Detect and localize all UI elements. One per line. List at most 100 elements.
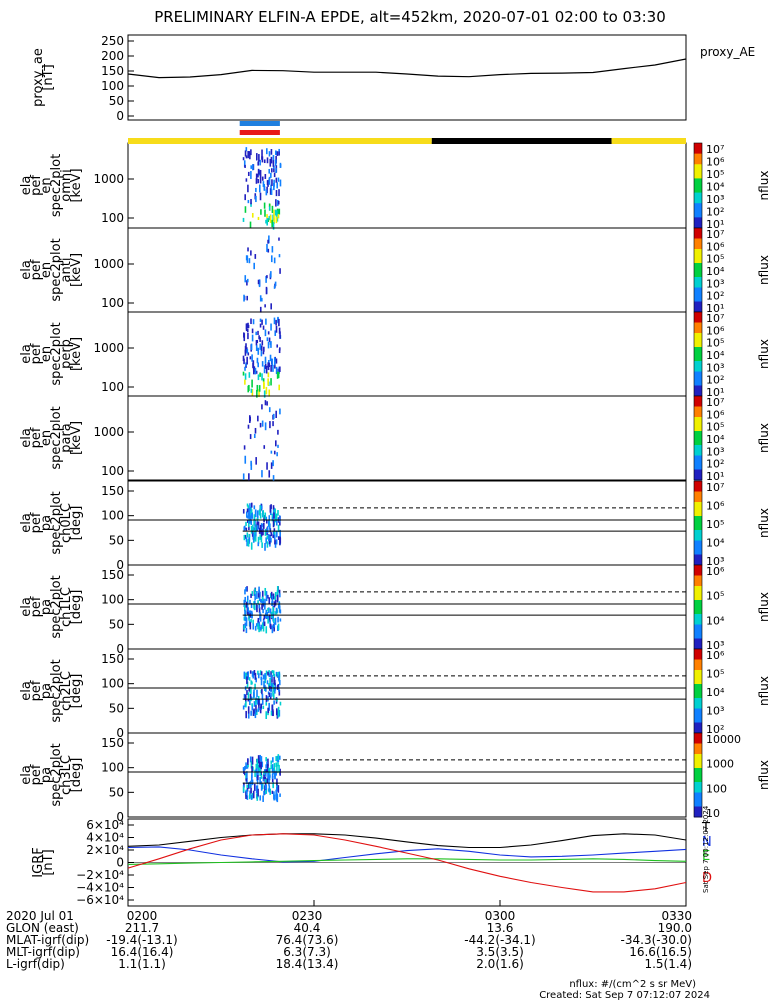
- y-axis-label: ch0LC: [59, 503, 74, 543]
- spectrogram-pixel: [275, 366, 278, 375]
- orbit-row-value: 16.6(16.5): [629, 945, 692, 959]
- spectrogram-pixel: [266, 218, 268, 226]
- igrf-legend-N: N: [702, 835, 712, 850]
- spectrogram-pixel: [244, 150, 247, 157]
- spectrogram-pixel: [275, 410, 277, 419]
- orbit-row-label: L-igrf(dip): [6, 957, 65, 971]
- colorbar-segment: [694, 462, 702, 467]
- spectrogram-pixel: [242, 217, 245, 222]
- spectrogram-pixel: [254, 524, 257, 532]
- spectrogram-pixel: [256, 389, 258, 398]
- spectrogram-pixel: [258, 335, 260, 340]
- spectrogram-pixel: [260, 761, 262, 770]
- spectrogram-pixel: [275, 213, 278, 222]
- spectrogram-pixel: [265, 609, 268, 614]
- spectrogram-pixel: [263, 621, 266, 627]
- colorbar-tick-label: 10⁷: [706, 396, 724, 409]
- spectrogram-pixel: [272, 475, 275, 482]
- colorbar-segment: [694, 399, 702, 404]
- colorbar-segment: [694, 537, 702, 541]
- y-tick-label: 0: [116, 726, 124, 740]
- spectrogram-pixel: [275, 190, 278, 197]
- spectrogram-pixel: [247, 692, 250, 700]
- state-bar-segment: [431, 138, 612, 144]
- spectrogram-pixel: [242, 473, 245, 480]
- colorbar-segment: [694, 396, 702, 400]
- spectrogram: [242, 316, 282, 398]
- spectrogram-pixel: [250, 460, 252, 466]
- y-tick-label: 100: [101, 296, 124, 310]
- spectrogram-pixel: [267, 341, 270, 349]
- spectrogram-pixel: [249, 687, 251, 693]
- spectrogram-pixel: [278, 208, 281, 215]
- colorbar-segment: [694, 642, 702, 646]
- spectrogram-pixel: [270, 341, 272, 348]
- colorbar-segment: [694, 491, 702, 496]
- colorbar-segment: [694, 582, 702, 587]
- spectrogram-pixel: [247, 151, 249, 159]
- spectrogram-pixel: [265, 318, 267, 325]
- spectrogram-pixel: [265, 790, 267, 794]
- spectrogram-pixel: [261, 340, 264, 346]
- spectrogram-pixel: [248, 384, 250, 391]
- spectrogram-pixel: [258, 279, 261, 288]
- y-axis-label: pef: [29, 680, 44, 701]
- colorbar-segment: [694, 312, 702, 316]
- spectrogram-pixel: [268, 203, 271, 207]
- spectrogram-pixel: [271, 764, 274, 772]
- spectrogram-pixel: [255, 331, 257, 336]
- orbit-row-value: 0230: [292, 909, 323, 923]
- spectrogram-pixel: [273, 182, 275, 191]
- spectrogram-pixel: [273, 791, 275, 800]
- colorbar: 10⁶ 10⁵ 10⁴ 10³ 10² nflux: [693, 648, 771, 736]
- colorbar-segment: [694, 547, 702, 552]
- spectrogram-pixel: [260, 677, 263, 686]
- spectrogram-pixel: [267, 617, 269, 624]
- spectrogram-pixel: [250, 462, 253, 470]
- spectrogram-pixel: [265, 695, 268, 702]
- spectrogram-pixel: [259, 422, 262, 428]
- spectrogram-pixel: [276, 216, 279, 222]
- colorbar-segment: [694, 600, 702, 604]
- spectrogram-pixel: [259, 534, 262, 540]
- spectrogram-pixel: [272, 611, 274, 616]
- spectrogram-pixel: [271, 682, 273, 687]
- spectrogram-pixel: [277, 616, 279, 623]
- spectrogram-pixel: [278, 384, 280, 391]
- spectrogram-pixel: [260, 756, 263, 765]
- spectrogram-pixel: [270, 760, 273, 764]
- spectrogram-pixel: [273, 285, 276, 289]
- spectrogram-pixel: [246, 607, 249, 614]
- colorbar-frame: [693, 395, 703, 481]
- spectrogram-pixel: [248, 151, 251, 156]
- spectrogram-pixel: [252, 691, 255, 698]
- spectrogram-pixel: [247, 324, 250, 329]
- spectrogram-pixel: [259, 505, 262, 512]
- colorbar-segment: [694, 764, 702, 769]
- spectrogram-pixel: [276, 210, 278, 217]
- colorbar-segment: [694, 410, 702, 414]
- spectrogram-pixel: [270, 688, 272, 693]
- spectrogram-pixel: [276, 609, 279, 613]
- colorbar-label: nflux: [757, 508, 771, 538]
- spectrogram-pixel: [247, 424, 250, 429]
- spectrogram-pixel: [273, 769, 276, 778]
- y-axis-label: pa: [39, 599, 54, 615]
- spectrogram-pixel: [253, 262, 255, 270]
- y-axis-label: [keV]: [69, 253, 84, 287]
- spectrogram-pixel: [272, 624, 275, 629]
- spectrogram-pixel: [250, 525, 253, 534]
- spectrogram-pixel: [271, 246, 274, 253]
- spectrogram-pixel: [276, 594, 279, 601]
- spectrogram-pixel: [259, 192, 262, 201]
- spectrogram-pixel: [246, 789, 248, 795]
- spectrogram-pixel: [263, 603, 265, 607]
- colorbar-tick-label: 1000: [706, 758, 734, 771]
- spectrogram-pixel: [279, 793, 281, 797]
- spectrogram-pixel: [266, 214, 268, 219]
- spectrogram-pixel: [258, 184, 261, 193]
- y-axis-label: spec2plot: [49, 322, 64, 385]
- colorbar-tick-label: 10³: [706, 705, 724, 718]
- spectrogram-pixel: [249, 693, 252, 699]
